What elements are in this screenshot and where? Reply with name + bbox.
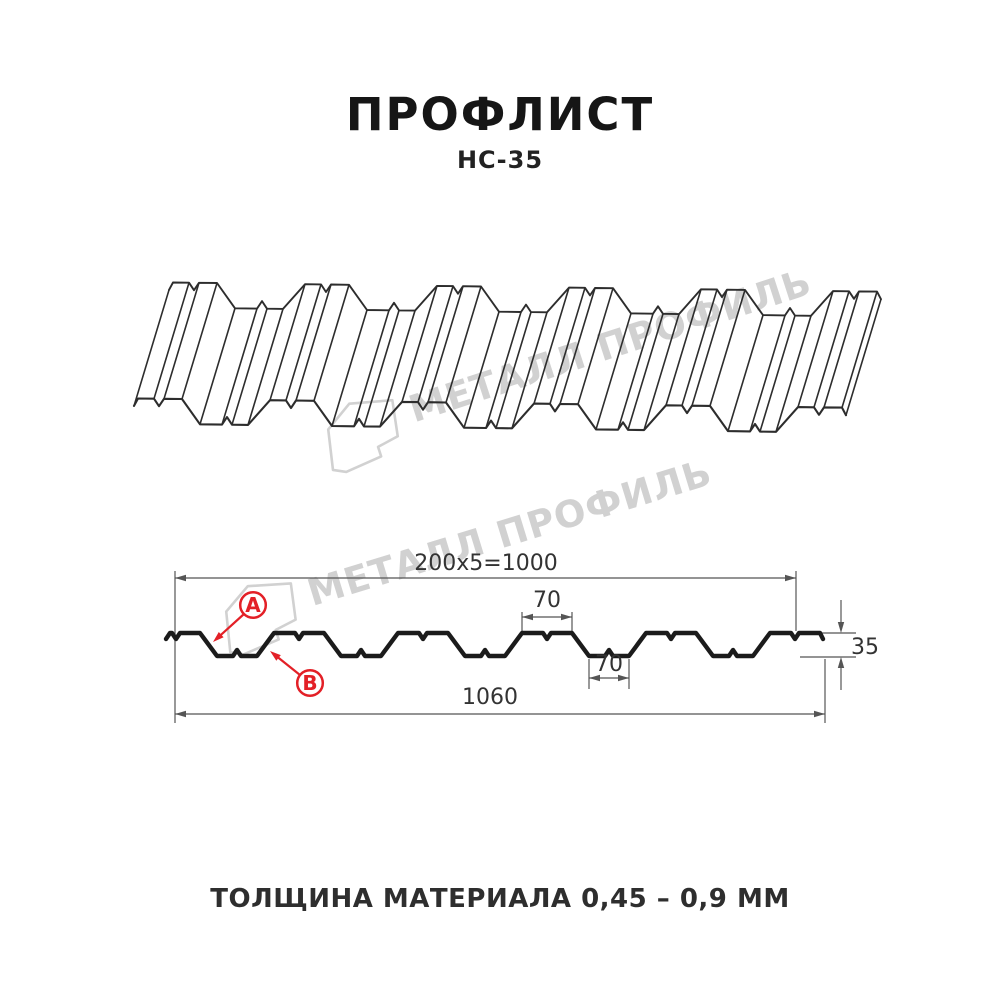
brand-logo-icon [224, 582, 297, 656]
dim-coverage-width: 200x5=1000 [414, 551, 557, 576]
dim-total-width: 1060 [462, 685, 518, 710]
watermark-text: МЕТАЛЛ ПРОФИЛЬ [302, 451, 717, 615]
brand-logo-icon [326, 398, 400, 474]
page-title: ПРОФЛИСТ [345, 88, 655, 141]
callout-label-a: A [245, 593, 261, 617]
red-callout-arrows [213, 590, 325, 698]
sheet-3d-illustration [132, 281, 882, 433]
callout-label-b: B [302, 671, 317, 695]
dim-crest-width: 70 [533, 588, 561, 613]
dim-profile-height: 35 [851, 635, 879, 660]
dimension-labels: 200x5=1000 70 70 35 1060 A B [245, 551, 879, 710]
thickness-note: ТОЛЩИНА МАТЕРИАЛА 0,45 – 0,9 ММ [210, 884, 790, 914]
profile-code: НС-35 [456, 146, 544, 174]
dim-valley-width: 70 [595, 652, 623, 677]
cross-section-drawing [163, 571, 856, 723]
